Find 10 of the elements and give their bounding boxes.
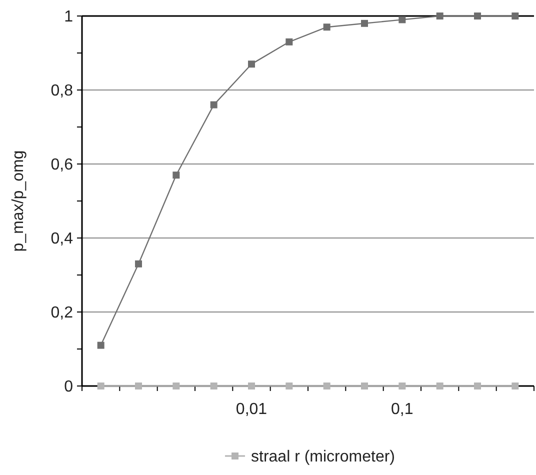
x-tick-label: 0,1	[391, 401, 414, 418]
y-tick-label: 0,2	[50, 304, 74, 322]
y-tick-label: 0,8	[50, 82, 74, 100]
y-tick-label: 1	[64, 8, 74, 26]
legend-label: straal r (micrometer)	[251, 448, 396, 466]
y-axis-title: p_max/p_omg	[10, 150, 27, 252]
x-tick-label: 0,01	[236, 401, 268, 418]
y-tick-label: 0,6	[50, 156, 74, 174]
y-tick-label: 0	[64, 378, 74, 396]
y-tick-label: 0,4	[50, 230, 74, 248]
